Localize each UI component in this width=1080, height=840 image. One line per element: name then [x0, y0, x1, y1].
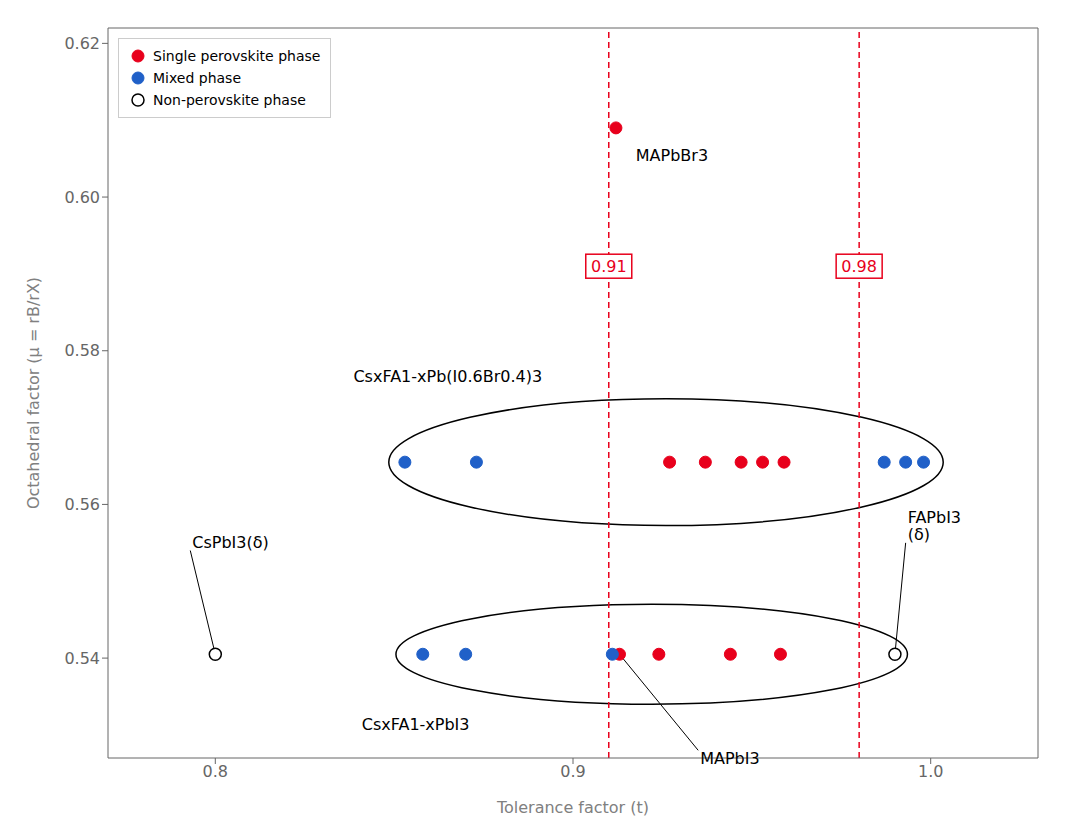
svg-text:0.98: 0.98	[841, 257, 877, 276]
html-text:Single perovskite phase: Single perovskite phase	[153, 48, 321, 64]
svg-text:MAPbI3: MAPbI3	[700, 749, 759, 768]
svg-text:CsxFA1-xPb(I0.6Br0.4)3: CsxFA1-xPb(I0.6Br0.4)3	[353, 367, 542, 386]
svg-text:0.62: 0.62	[64, 34, 100, 53]
svg-text:CsxFA1-xPbI3: CsxFA1-xPbI3	[362, 715, 470, 734]
svg-text:FAPbI3(δ): FAPbI3(δ)	[908, 508, 961, 544]
svg-text:CsPbI3(δ): CsPbI3(δ)	[192, 533, 268, 552]
svg-text:Tolerance factor (t): Tolerance factor (t)	[496, 798, 649, 817]
html-text:Non-perovskite phase: Non-perovskite phase	[153, 92, 306, 108]
svg-text:0.60: 0.60	[64, 188, 100, 207]
html-text:Mixed phase: Mixed phase	[153, 70, 241, 86]
svg-text:0.54: 0.54	[64, 649, 100, 668]
svg-text:Octahedral factor (μ = rB/rX): Octahedral factor (μ = rB/rX)	[24, 277, 43, 509]
svg-text:1.0: 1.0	[918, 762, 943, 781]
svg-text:0.56: 0.56	[64, 495, 100, 514]
svg-text:0.8: 0.8	[203, 762, 228, 781]
svg-text:MAPbBr3: MAPbBr3	[636, 146, 708, 165]
svg-text:0.9: 0.9	[560, 762, 585, 781]
svg-text:0.91: 0.91	[591, 257, 627, 276]
svg-text:0.58: 0.58	[64, 341, 100, 360]
